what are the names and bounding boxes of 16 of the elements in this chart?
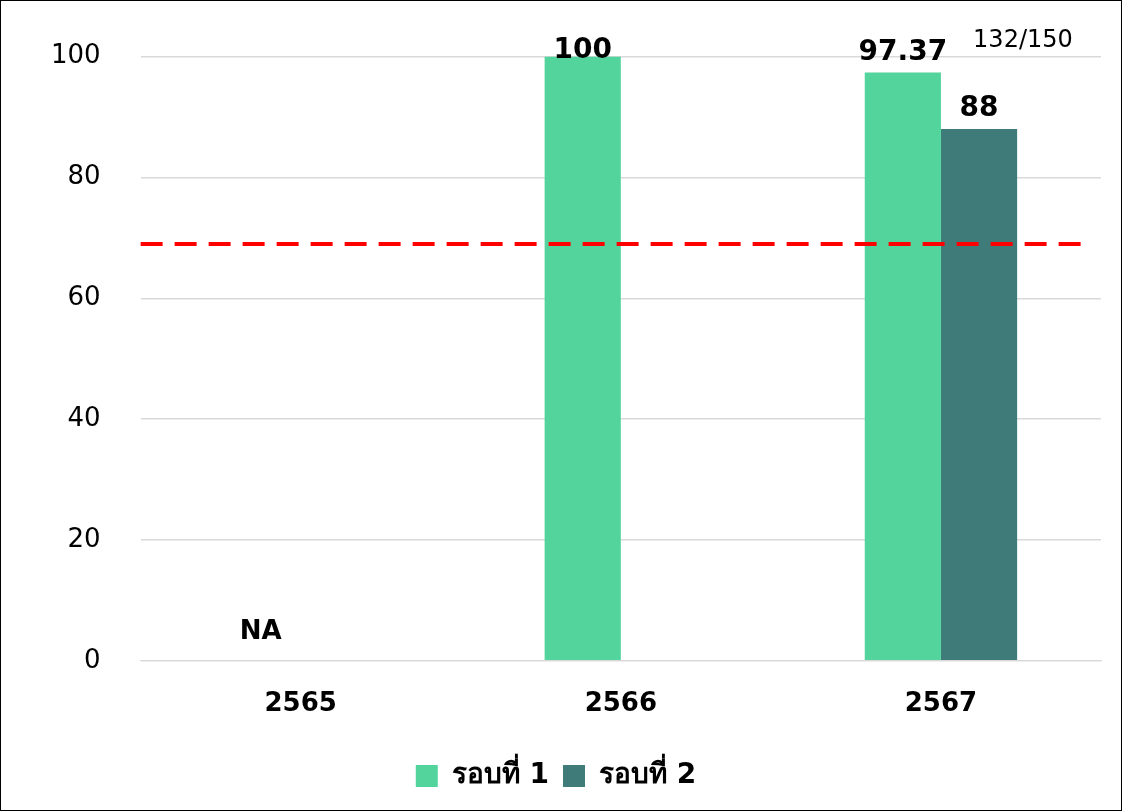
x-tick-label: 2567 [904, 687, 978, 718]
legend-label: รอบที่ 2 [599, 753, 697, 791]
x-tick-label: 2565 [264, 687, 337, 718]
y-tick-label: 60 [67, 281, 101, 312]
data-label: 97.37 [858, 33, 948, 67]
y-tick-label: 40 [67, 401, 101, 432]
y-tick-label: 20 [67, 522, 101, 553]
data-label: 88 [959, 90, 999, 124]
y-tick-label: 80 [67, 160, 101, 191]
legend-label: รอบที่ 1 [451, 753, 549, 791]
text: 132/150 [973, 24, 1073, 53]
y-tick-label: 0 [84, 643, 101, 674]
data-label: 100 [553, 31, 612, 65]
x-tick-label: 2566 [584, 687, 657, 718]
y-tick-label: 100 [50, 39, 101, 70]
annotation: NA [239, 614, 282, 645]
